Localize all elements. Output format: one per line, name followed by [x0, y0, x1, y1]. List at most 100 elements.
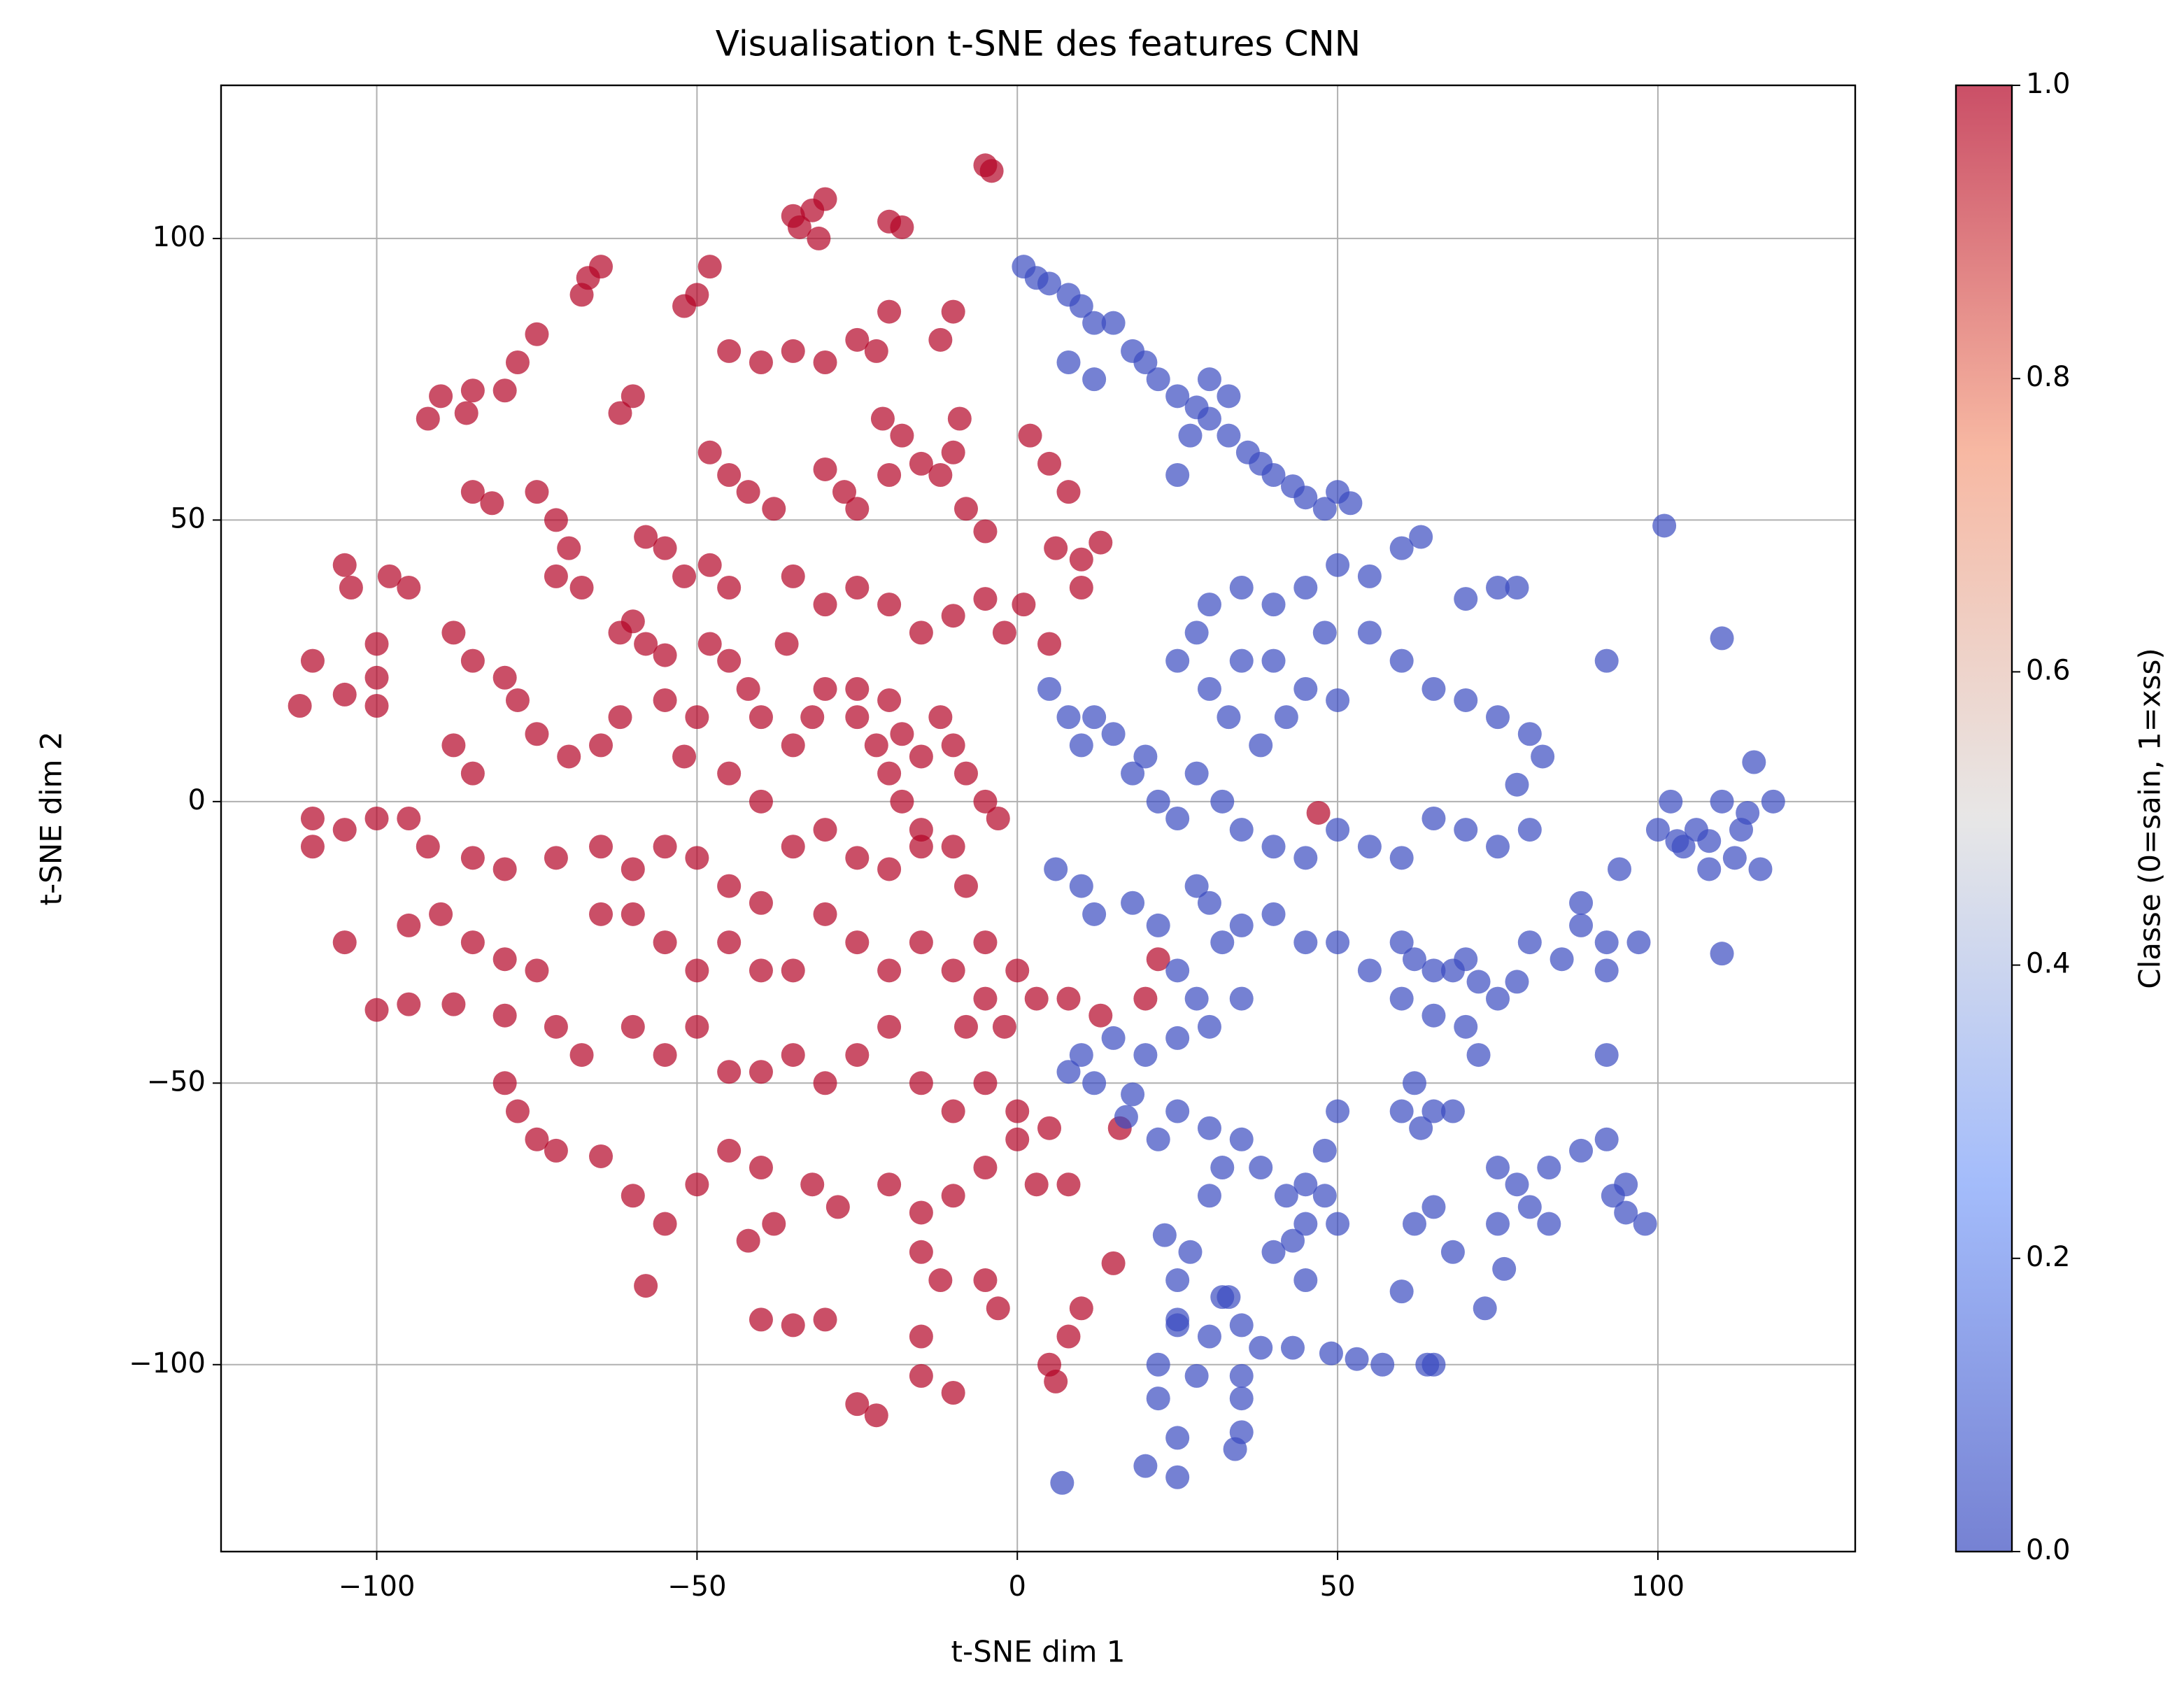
- points: [288, 153, 1785, 1495]
- point: [979, 159, 1004, 183]
- point: [1018, 423, 1042, 448]
- point: [621, 902, 645, 926]
- point: [813, 676, 837, 701]
- point: [1569, 1138, 1594, 1163]
- point: [1217, 1285, 1241, 1310]
- point: [697, 553, 722, 577]
- point: [973, 519, 998, 544]
- point: [1409, 1116, 1433, 1140]
- point: [429, 902, 453, 926]
- point: [653, 930, 677, 955]
- x-axis-label: t-SNE dim 1: [951, 1635, 1126, 1669]
- point: [1165, 1099, 1190, 1123]
- point: [300, 807, 325, 830]
- point: [1473, 1296, 1497, 1321]
- point: [1165, 1426, 1190, 1450]
- point: [1229, 1313, 1254, 1338]
- point: [1178, 1240, 1203, 1264]
- point: [832, 480, 856, 504]
- point: [1101, 722, 1126, 746]
- point: [1229, 1127, 1254, 1151]
- x-tick-label: 50: [1320, 1570, 1356, 1603]
- point: [973, 986, 998, 1011]
- point: [653, 835, 677, 859]
- point: [492, 1003, 517, 1028]
- point: [1044, 857, 1068, 881]
- point: [1005, 1099, 1030, 1123]
- point: [1421, 1195, 1446, 1219]
- colorbar: [1955, 84, 2013, 1553]
- point: [672, 294, 697, 318]
- point: [634, 525, 658, 549]
- point: [1261, 902, 1286, 926]
- point: [1133, 1043, 1158, 1068]
- point: [364, 807, 389, 830]
- point: [1050, 1470, 1075, 1495]
- point: [1069, 294, 1093, 318]
- point: [1056, 350, 1081, 375]
- point: [1454, 587, 1478, 611]
- colorbar-tick-label: 0.4: [2026, 948, 2071, 980]
- point: [877, 593, 902, 617]
- point: [1249, 1335, 1273, 1360]
- point: [653, 1212, 677, 1236]
- point: [909, 930, 933, 955]
- point: [1121, 891, 1145, 915]
- point: [685, 705, 709, 730]
- point: [1101, 311, 1126, 335]
- point: [1005, 1127, 1030, 1151]
- point: [1345, 1347, 1369, 1371]
- point: [813, 818, 837, 842]
- point: [1152, 1223, 1177, 1247]
- point: [762, 497, 786, 521]
- point: [781, 204, 805, 228]
- point: [634, 632, 658, 656]
- point: [1326, 1099, 1350, 1123]
- point: [1466, 970, 1491, 994]
- point: [1044, 1369, 1068, 1393]
- point: [813, 350, 837, 375]
- point: [621, 1184, 645, 1208]
- point: [845, 930, 870, 955]
- x-tick-label: −50: [667, 1570, 726, 1603]
- point: [877, 1014, 902, 1039]
- point: [1165, 384, 1190, 409]
- point: [1101, 1251, 1126, 1275]
- point: [1210, 1156, 1235, 1180]
- point: [505, 1099, 530, 1123]
- point: [1024, 986, 1049, 1011]
- point: [890, 722, 914, 746]
- point: [608, 620, 632, 645]
- point: [1274, 1184, 1298, 1208]
- point: [781, 835, 805, 859]
- point: [781, 733, 805, 758]
- point: [1665, 829, 1689, 853]
- point: [1729, 818, 1754, 842]
- point: [1710, 789, 1734, 814]
- point: [1505, 1172, 1529, 1197]
- point: [717, 874, 742, 898]
- point: [492, 1071, 517, 1095]
- point: [890, 215, 914, 239]
- point: [1217, 384, 1241, 409]
- point: [1274, 705, 1298, 730]
- point: [1249, 733, 1273, 758]
- point: [736, 480, 760, 504]
- point: [1146, 947, 1170, 972]
- point: [973, 1268, 998, 1293]
- point: [845, 575, 870, 600]
- point: [1454, 688, 1478, 712]
- point: [697, 440, 722, 464]
- point: [1421, 1003, 1446, 1028]
- point: [1645, 818, 1670, 842]
- point: [1389, 930, 1414, 955]
- point: [1421, 1099, 1446, 1123]
- point: [1229, 913, 1254, 937]
- point: [1608, 857, 1632, 881]
- point: [864, 1403, 888, 1428]
- point: [1210, 930, 1235, 955]
- point: [416, 835, 440, 859]
- point: [1505, 575, 1529, 600]
- point: [1486, 705, 1510, 730]
- point: [525, 722, 549, 746]
